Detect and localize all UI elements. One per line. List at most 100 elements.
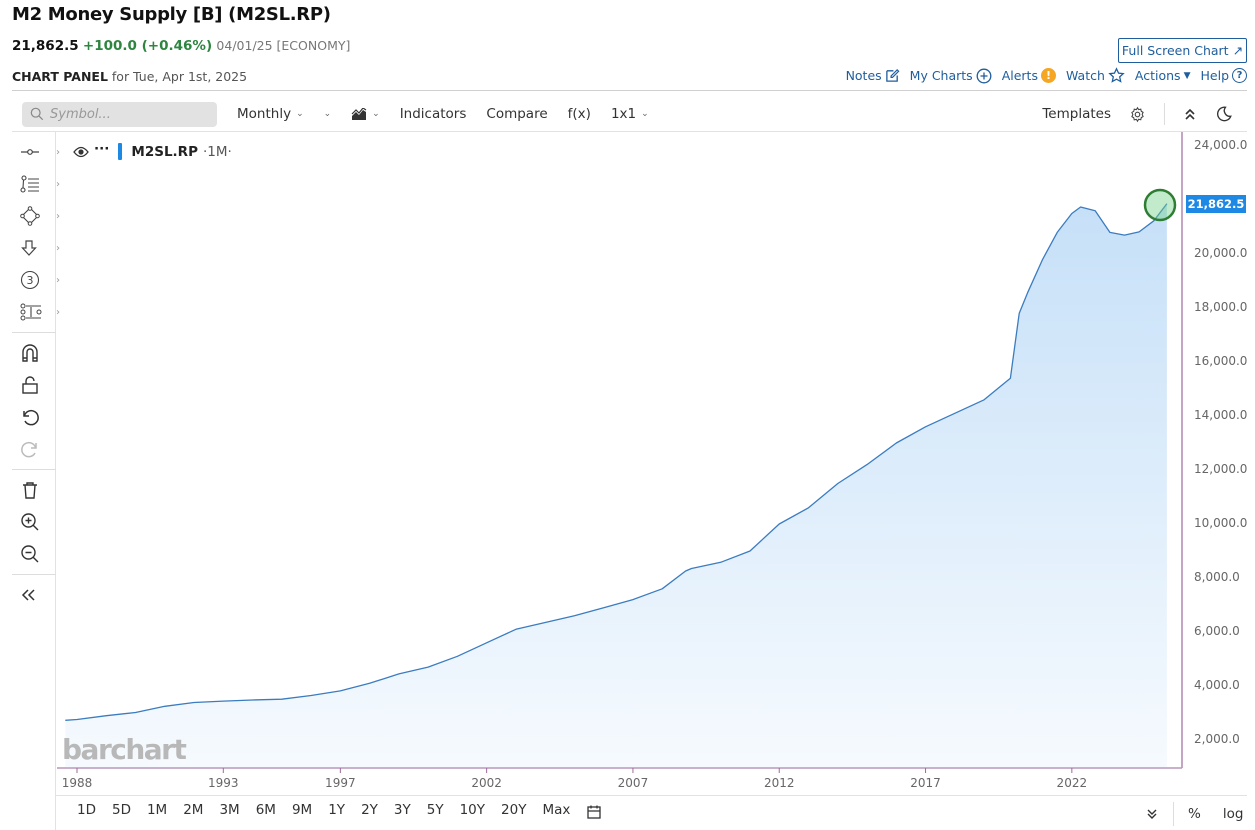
area-chart-icon: [351, 107, 367, 120]
fibonacci-icon: [20, 175, 39, 193]
chevron-down-icon: ⌄: [372, 109, 380, 119]
x-tick-label: 1993: [208, 776, 239, 790]
y-tick-label: 2,000.0: [1194, 732, 1240, 746]
undo-button[interactable]: [20, 406, 54, 428]
page-title: M2 Money Supply [B] (M2SL.RP): [12, 4, 331, 25]
range-1d[interactable]: 1D: [77, 802, 96, 818]
zoom-out-button[interactable]: [20, 543, 54, 565]
top-links: Notes My Charts Alerts ! Watch Actions ▼…: [846, 67, 1247, 84]
time-range-bar: 1D 5D 1M 2M 3M 6M 9M 1Y 2Y 3Y 5Y 10Y 20Y Max: [77, 802, 602, 820]
delete-button[interactable]: [20, 479, 54, 501]
compare-button[interactable]: Compare: [486, 106, 548, 122]
fx-button[interactable]: f(x): [567, 106, 591, 122]
divider: [56, 795, 1247, 796]
toolbar-right: Templates: [1042, 97, 1247, 131]
fib-tool[interactable]: ›: [20, 173, 60, 195]
zoom-in-button[interactable]: [20, 511, 54, 533]
measure-tool[interactable]: ›: [20, 301, 60, 323]
y-tick-label: 6,000.0: [1194, 624, 1240, 638]
alert-exclamation-icon: !: [1040, 68, 1056, 83]
range-2m[interactable]: 2M: [183, 802, 204, 818]
range-1m[interactable]: 1M: [146, 802, 168, 818]
help-link[interactable]: Help ?: [1200, 68, 1247, 83]
more-options-icon[interactable]: ···: [94, 140, 110, 157]
help-label: Help: [1200, 68, 1230, 83]
legend-interval: ·1M·: [202, 143, 232, 160]
collapse-up-icon[interactable]: [1183, 107, 1197, 121]
notes-label: Notes: [845, 68, 882, 83]
full-screen-chart-button[interactable]: Full Screen Chart ↗: [1118, 38, 1247, 63]
chart-type-select[interactable]: ⌄: [351, 107, 380, 121]
gear-icon[interactable]: [1129, 106, 1146, 123]
unlock-icon: [22, 376, 38, 394]
redo-button[interactable]: [20, 438, 54, 460]
magnet-button[interactable]: [20, 342, 54, 364]
range-max[interactable]: Max: [542, 802, 571, 818]
range-10y[interactable]: 10Y: [459, 802, 486, 818]
shape-polygon-icon: [20, 206, 40, 226]
quote-meta: 04/01/25 [ECONOMY]: [216, 38, 351, 53]
divider: [12, 131, 1247, 132]
range-5d[interactable]: 5D: [111, 802, 131, 818]
x-tick-label: 2022: [1056, 776, 1088, 790]
percent-scale-toggle[interactable]: %: [1188, 806, 1201, 822]
actions-menu[interactable]: Actions ▼: [1135, 68, 1191, 83]
range-3m[interactable]: 3M: [219, 802, 240, 818]
alerts-label: Alerts: [1001, 68, 1038, 83]
search-icon: [30, 107, 44, 121]
indicators-button[interactable]: Indicators: [399, 106, 467, 122]
range-1y[interactable]: 1Y: [328, 802, 346, 818]
extra-dropdown[interactable]: ⌄: [324, 109, 332, 119]
double-chevron-down-icon[interactable]: [1146, 808, 1158, 820]
range-2y[interactable]: 2Y: [361, 802, 378, 818]
separator: [12, 574, 56, 575]
lock-button[interactable]: [20, 374, 54, 396]
my-charts-label: My Charts: [909, 68, 973, 83]
symbol-search-input[interactable]: Symbol...: [22, 101, 217, 127]
divider: [12, 90, 1247, 91]
series-color-swatch: [118, 143, 123, 160]
range-5y[interactable]: 5Y: [426, 802, 444, 818]
x-tick-label: 2017: [910, 776, 941, 790]
drawing-tools-sidebar: › › › › 3 › ›: [12, 132, 60, 830]
y-tick-label: 16,000.0: [1194, 354, 1248, 368]
panel-line: CHART PANEL for Tue, Apr 1st, 2025: [12, 69, 247, 84]
layout-select[interactable]: 1x1 ⌄: [611, 106, 649, 122]
line-tool[interactable]: ›: [20, 141, 60, 163]
shape-tool[interactable]: ›: [20, 205, 60, 227]
my-charts-link[interactable]: My Charts: [910, 68, 992, 84]
full-screen-label: Full Screen Chart: [1121, 43, 1229, 58]
chevron-right-icon: ›: [56, 242, 60, 254]
chevron-down-icon: ⌄: [641, 109, 649, 119]
actions-label: Actions: [1134, 68, 1181, 83]
y-tick-label: 8,000.0: [1194, 570, 1240, 584]
series-legend: ··· M2SL.RP ·1M·: [73, 140, 232, 160]
line-segment-icon: [21, 149, 39, 155]
y-tick-label: 18,000.0: [1194, 300, 1248, 314]
period-select[interactable]: Monthly ⌄: [237, 106, 304, 122]
double-chevron-left-icon: [21, 589, 35, 601]
arrow-tool[interactable]: ›: [20, 237, 60, 259]
watch-link[interactable]: Watch: [1066, 67, 1125, 84]
x-tick-label: 2012: [763, 776, 795, 790]
y-tick-label: 12,000.0: [1194, 462, 1248, 476]
chevron-right-icon: ›: [56, 274, 60, 286]
log-scale-toggle[interactable]: log: [1222, 806, 1244, 822]
collapse-sidebar-button[interactable]: [20, 584, 54, 606]
dark-mode-moon-icon[interactable]: [1215, 105, 1233, 123]
templates-button[interactable]: Templates: [1042, 106, 1111, 122]
range-20y[interactable]: 20Y: [501, 802, 527, 818]
range-6m[interactable]: 6M: [255, 802, 276, 818]
alerts-link[interactable]: Alerts !: [1002, 68, 1056, 83]
range-9m[interactable]: 9M: [291, 802, 313, 818]
y-tick-label: 20,000.0: [1194, 246, 1248, 260]
notes-link[interactable]: Notes: [846, 68, 900, 83]
layout-label: 1x1: [610, 106, 637, 122]
help-question-icon: ?: [1232, 68, 1247, 83]
star-icon: [1108, 67, 1125, 83]
eye-icon[interactable]: [73, 146, 89, 158]
range-3y[interactable]: 3Y: [393, 802, 411, 818]
calendar-icon[interactable]: [586, 804, 602, 820]
wave-count-tool[interactable]: 3 ›: [20, 269, 60, 291]
